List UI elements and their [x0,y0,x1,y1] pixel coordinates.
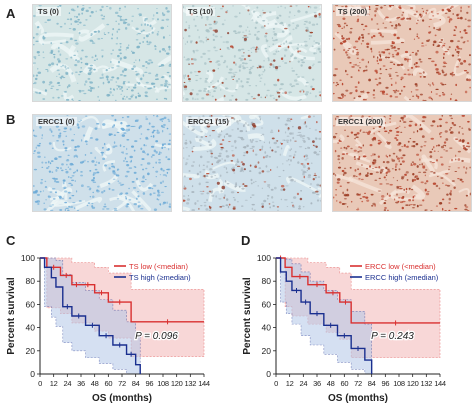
x-tick-label: 36 [77,379,85,388]
x-tick-label: 72 [118,379,126,388]
x-tick-label: 12 [50,379,58,388]
legend-label-series-1: TS high (≥median) [129,273,191,282]
micrograph-texture [183,5,321,101]
x-tick-label: 0 [38,379,42,388]
p-value-annotation: P = 0.243 [371,331,414,342]
survival-line-series-1 [40,257,141,374]
x-tick-label: 48 [327,379,335,388]
micrograph-ercc1-200: ERCC1 (200) [332,114,472,212]
micrograph-ts-200: TS (200) [332,4,472,102]
y-tick-label: 20 [26,346,36,356]
legend-label-series-0: ERCC low (<median) [365,262,436,271]
x-tick-label: 96 [381,379,389,388]
x-tick-label: 60 [340,379,348,388]
x-axis-label: OS (months) [328,393,388,404]
panel-letter-b: B [6,112,16,127]
x-axis-label: OS (months) [92,393,152,404]
x-tick-label: 120 [171,379,183,388]
micrograph-label: ERCC1 (0) [36,117,77,126]
p-value-annotation: P = 0.096 [135,331,178,342]
micrograph-label: ERCC1 (15) [186,117,231,126]
micrograph-label: ERCC1 (200) [336,117,386,126]
x-tick-label: 72 [354,379,362,388]
y-axis-label: Percent survival [6,277,17,354]
y-tick-label: 60 [26,299,36,309]
micrograph-texture [333,115,471,211]
micrograph-texture [333,5,471,101]
survival-line-series-1 [276,257,373,374]
micrograph-texture [33,115,171,211]
panel-letter-d: D [241,233,251,248]
legend-label-series-1: ERCC high (≥median) [365,273,439,282]
x-tick-label: 84 [132,379,140,388]
y-tick-label: 0 [266,369,271,379]
y-tick-label: 80 [262,276,272,286]
micrograph-label: TS (200) [336,7,370,16]
x-tick-label: 48 [91,379,99,388]
x-tick-label: 108 [393,379,405,388]
x-tick-label: 144 [198,379,210,388]
micrograph-ts-10: TS (10) [182,4,322,102]
micrograph-ts-0: TS (0) [32,4,172,102]
x-tick-label: 96 [145,379,153,388]
x-tick-label: 132 [421,379,433,388]
x-tick-label: 120 [407,379,419,388]
km-survival-chart-ts: 0 20 40 60 80 100 0 12 24 36 48 60 72 84 96 108 120 132 14… [6,253,210,404]
x-tick-label: 24 [63,379,71,388]
y-tick-label: 80 [26,276,36,286]
panel-letter-a: A [6,6,16,21]
y-tick-label: 40 [26,323,36,333]
x-tick-label: 0 [274,379,278,388]
x-tick-label: 132 [185,379,197,388]
x-tick-label: 144 [434,379,446,388]
micrograph-label: TS (10) [186,7,216,16]
x-tick-label: 36 [313,379,321,388]
x-tick-label: 108 [157,379,169,388]
legend-label-series-0: TS low (<median) [129,262,188,271]
y-tick-label: 60 [262,299,272,309]
x-tick-label: 60 [104,379,112,388]
y-tick-label: 20 [262,346,272,356]
micrograph-ercc1-0: ERCC1 (0) [32,114,172,212]
x-tick-label: 24 [299,379,307,388]
y-tick-label: 100 [257,253,271,263]
micrograph-ercc1-15: ERCC1 (15) [182,114,322,212]
micrograph-label: TS (0) [36,7,61,16]
y-tick-label: 40 [262,323,272,333]
y-tick-label: 100 [21,253,35,263]
x-tick-label: 12 [286,379,294,388]
micrograph-texture [33,5,171,101]
y-tick-label: 0 [30,369,35,379]
micrograph-texture [183,115,321,211]
km-survival-chart-ercc: 0 20 40 60 80 100 0 12 24 36 48 60 72 84 96 108 120 132 14… [242,253,446,404]
panel-letter-c: C [6,233,16,248]
x-tick-label: 84 [368,379,376,388]
y-axis-label: Percent survival [242,277,253,354]
